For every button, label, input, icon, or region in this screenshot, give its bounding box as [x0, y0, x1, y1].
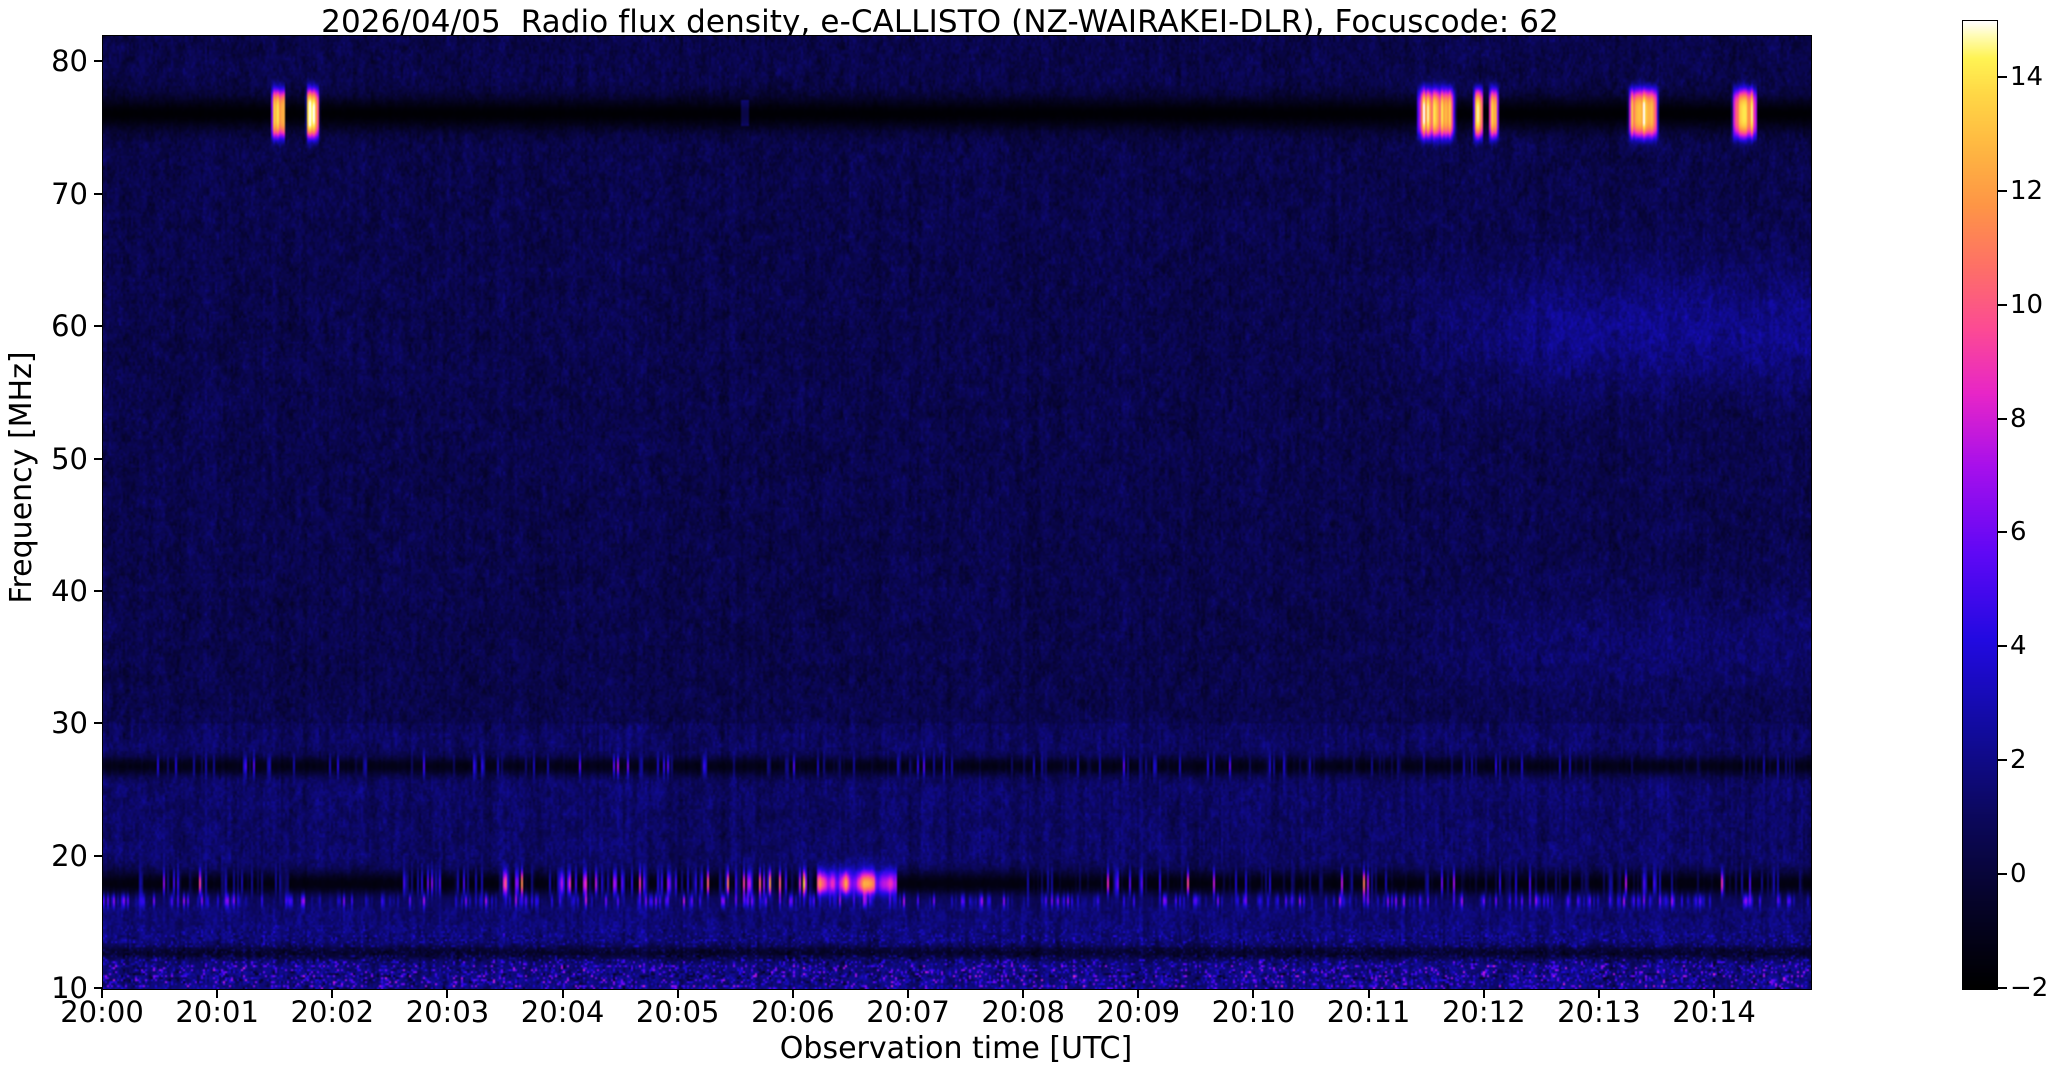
colorbar-tick-label: 2	[2010, 745, 2027, 776]
y-tick-label: 20	[51, 838, 88, 873]
y-tick-mark	[94, 722, 103, 725]
x-tick-label: 20:10	[1211, 995, 1296, 1029]
x-tick-label: 20:05	[635, 995, 720, 1029]
y-tick-mark	[94, 854, 103, 857]
x-tick-mark	[1252, 989, 1255, 998]
x-tick-label: 20:07	[866, 995, 950, 1029]
y-tick-mark	[94, 325, 103, 328]
y-tick-mark	[94, 60, 103, 63]
x-tick-mark	[446, 989, 449, 998]
y-tick-label: 60	[51, 309, 88, 344]
colorbar-tick-mark	[1998, 189, 2007, 192]
y-axis-label: Frequency [MHz]	[4, 351, 39, 604]
y-tick-label: 70	[51, 176, 88, 211]
colorbar-tick-label: 6	[2010, 517, 2027, 548]
x-tick-label: 20:11	[1326, 995, 1411, 1029]
colorbar-tick-mark	[1998, 75, 2007, 78]
x-tick-label: 20:09	[1096, 995, 1181, 1029]
colorbar-gradient	[1963, 21, 1997, 989]
colorbar-tick-label: 4	[2010, 631, 2027, 662]
y-tick-label: 10	[51, 971, 88, 1005]
x-tick-mark	[561, 989, 564, 998]
x-tick-mark	[216, 989, 219, 998]
colorbar-tick-mark	[1998, 759, 2007, 762]
x-tick-label: 20:14	[1672, 995, 1756, 1029]
x-tick-label: 20:08	[981, 995, 1065, 1029]
x-tick-label: 20:01	[175, 995, 259, 1029]
x-tick-mark	[907, 989, 910, 998]
x-tick-mark	[1137, 989, 1140, 998]
colorbar-tick-label: 10	[2010, 289, 2044, 320]
colorbar-tick-mark	[1998, 303, 2007, 306]
spectrogram-image	[103, 36, 1811, 989]
colorbar-tick-mark	[1998, 873, 2007, 876]
x-tick-mark	[1713, 989, 1716, 998]
x-tick-mark	[791, 989, 794, 998]
colorbar-tick-mark	[1998, 645, 2007, 648]
x-tick-mark	[1022, 989, 1025, 998]
x-axis-label: Observation time [UTC]	[779, 1031, 1133, 1066]
x-tick-mark	[331, 989, 334, 998]
y-tick-label: 50	[51, 441, 88, 476]
x-tick-label: 20:02	[290, 995, 375, 1029]
y-tick-mark	[94, 589, 103, 592]
x-tick-mark	[1367, 989, 1370, 998]
colorbar-tick-label: 0	[2010, 859, 2027, 890]
y-tick-mark	[94, 192, 103, 195]
colorbar-tick-label: −2	[2010, 973, 2047, 1003]
x-tick-label: 20:13	[1557, 995, 1641, 1029]
spectrogram-axes	[102, 35, 1812, 990]
y-tick-label: 80	[51, 44, 88, 79]
y-tick-label: 30	[51, 706, 88, 741]
y-tick-mark	[94, 457, 103, 460]
colorbar-tick-mark	[1998, 531, 2007, 534]
y-tick-mark	[94, 987, 103, 989]
colorbar-tick-mark	[1998, 417, 2007, 420]
colorbar	[1962, 20, 1998, 990]
chart-title: 2026/04/05 Radio flux density, e-CALLIST…	[321, 4, 1559, 40]
x-tick-mark	[1597, 989, 1600, 998]
x-tick-label: 20:12	[1441, 995, 1526, 1029]
colorbar-tick-mark	[1998, 987, 2007, 989]
colorbar-tick-label: 12	[2010, 175, 2044, 206]
x-tick-mark	[676, 989, 679, 998]
x-tick-mark	[101, 989, 103, 998]
y-tick-label: 40	[51, 573, 88, 608]
x-tick-label: 20:06	[751, 995, 835, 1029]
x-tick-label: 20:00	[60, 995, 144, 1029]
spectrogram-canvas	[103, 36, 1811, 989]
x-tick-label: 20:04	[520, 995, 605, 1029]
x-tick-label: 20:03	[405, 995, 490, 1029]
x-tick-mark	[1482, 989, 1485, 998]
colorbar-tick-label: 8	[2010, 403, 2027, 434]
colorbar-tick-label: 14	[2010, 61, 2044, 92]
